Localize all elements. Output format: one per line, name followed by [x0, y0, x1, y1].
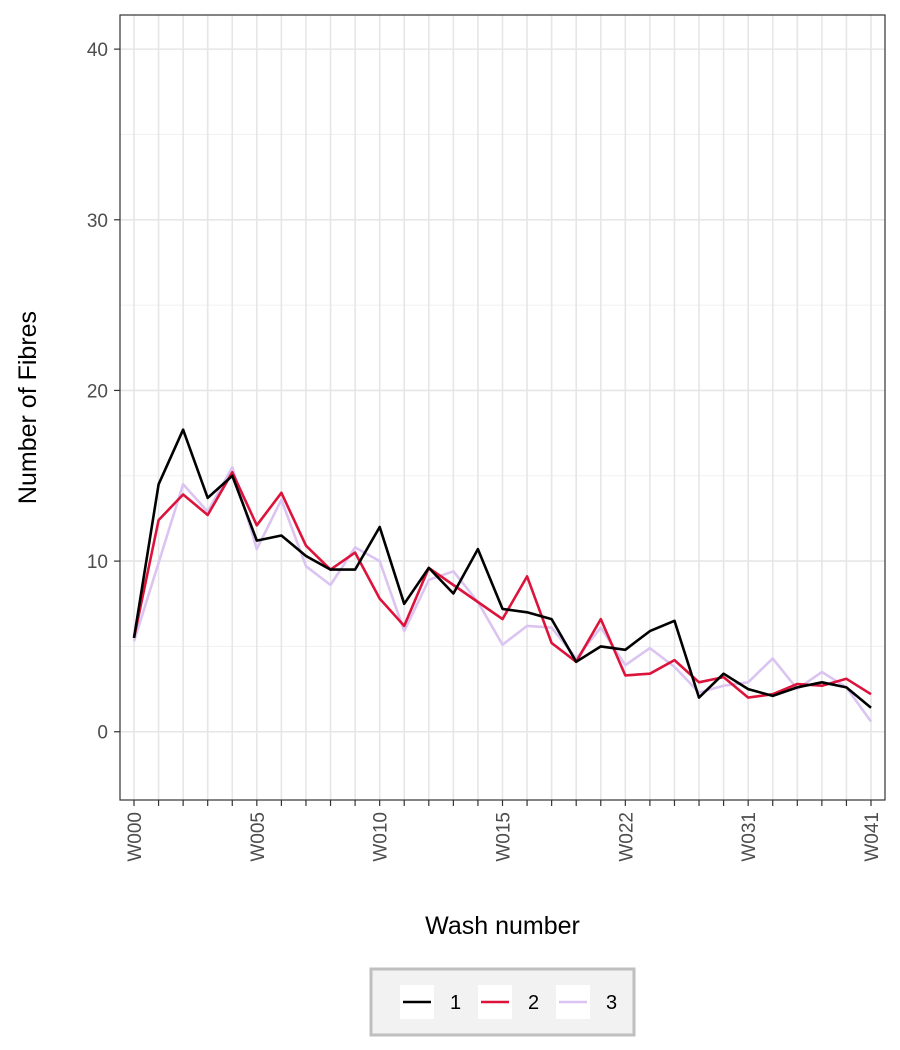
x-tick-label: W005 — [248, 812, 269, 862]
x-axis-title: Wash number — [425, 912, 580, 940]
x-tick-label: W015 — [494, 812, 515, 862]
axes: 0 10 20 30 40 W000 W005 W010 W015 W022 W031 W041 — [87, 40, 883, 862]
legend-label-3: 3 — [606, 992, 617, 1014]
series-lines — [132, 428, 873, 723]
y-tick-label: 10 — [87, 552, 108, 573]
series-line-1 — [132, 428, 872, 709]
legend: 1 2 3 — [369, 967, 636, 1037]
series-line-2 — [132, 470, 872, 699]
x-tick-label: W010 — [371, 812, 392, 862]
y-tick-label: 30 — [87, 211, 108, 232]
y-tick-label: 40 — [87, 40, 108, 61]
legend-label-2: 2 — [528, 992, 539, 1014]
grid-lines — [120, 15, 885, 800]
y-tick-label: 0 — [97, 723, 108, 744]
x-tick-label: W041 — [862, 812, 883, 862]
series-line-3 — [132, 465, 873, 723]
y-tick-label: 20 — [87, 381, 108, 402]
x-tick-label: W022 — [616, 812, 637, 862]
legend-label-1: 1 — [450, 992, 461, 1014]
x-tick-label: W000 — [125, 812, 146, 862]
x-tick-label: W031 — [739, 812, 760, 862]
y-axis-title: Number of Fibres — [14, 311, 42, 504]
